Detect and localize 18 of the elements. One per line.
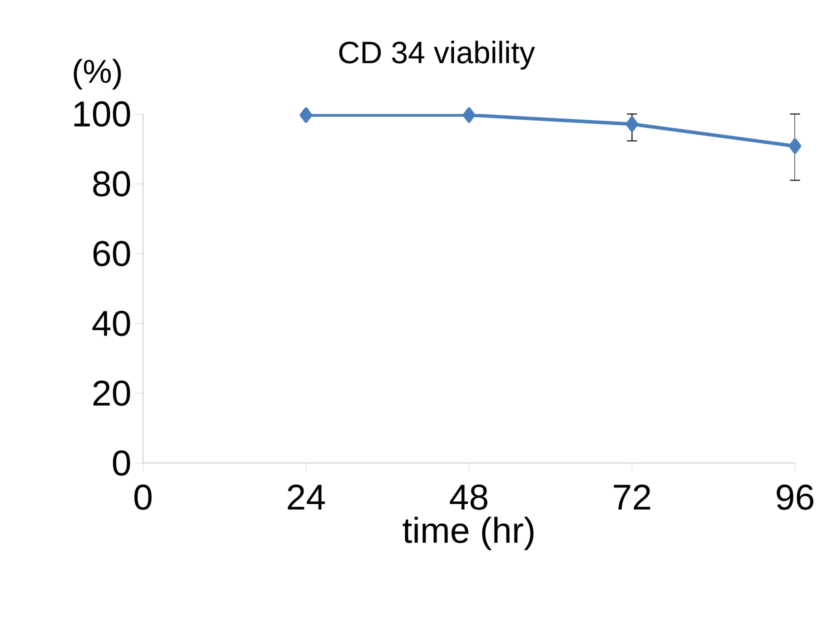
point	[462, 107, 476, 123]
x-axis-title: time (hr)	[402, 516, 534, 550]
x-tick-label: 72	[614, 484, 650, 510]
point	[626, 116, 638, 132]
x-tick-label: 0	[134, 484, 152, 510]
x-tick-label: 96	[776, 484, 814, 510]
y-axis-title: (%)	[74, 58, 121, 90]
point	[788, 138, 802, 154]
x-tick-label: 24	[288, 484, 325, 510]
y-tick-label: 100	[74, 101, 130, 127]
y-tick-label: 0	[112, 450, 130, 476]
y-tick-label: 20	[93, 380, 130, 406]
y-tick-label: 40	[92, 310, 130, 336]
y-tick-label: 60	[93, 240, 130, 266]
point	[300, 107, 312, 123]
y-tick-label: 80	[93, 171, 130, 196]
chart-title: CD 34 viability	[339, 40, 535, 70]
x-tick-label: 48	[450, 484, 488, 510]
